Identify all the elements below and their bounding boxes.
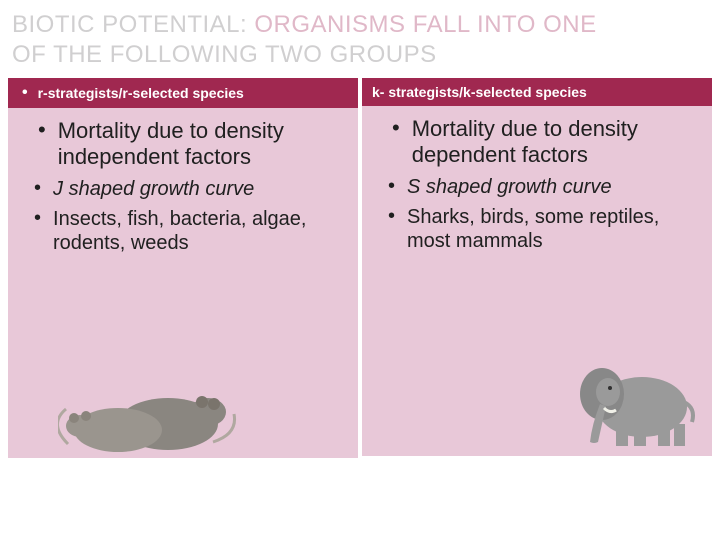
left-column-header: • r-strategists/r-selected species: [8, 78, 358, 108]
right-header-text: k- strategists/k-selected species: [372, 84, 587, 100]
slide-title: BIOTIC POTENTIAL: ORGANISMS FALL INTO ON…: [0, 0, 720, 78]
right-column: k- strategists/k-selected species • Mort…: [362, 78, 712, 458]
bullet-icon: •: [38, 118, 46, 171]
rats-illustration: [58, 364, 238, 454]
bullet-text: J shaped growth curve: [53, 177, 254, 201]
right-column-body: • Mortality due to density dependent fac…: [362, 106, 712, 456]
two-column-layout: • r-strategists/r-selected species • Mor…: [0, 78, 720, 458]
title-line1-plain: BIOTIC POTENTIAL:: [12, 11, 254, 38]
list-item: • J shaped growth curve: [20, 177, 346, 201]
bullet-text: Mortality due to density independent fac…: [58, 118, 346, 171]
bullet-icon: •: [388, 205, 395, 253]
header-bullet-icon: •: [22, 84, 28, 102]
left-column-body: • Mortality due to density independent f…: [8, 108, 358, 458]
bullet-icon: •: [388, 175, 395, 199]
right-column-header: k- strategists/k-selected species: [362, 78, 712, 106]
bullet-icon: •: [34, 207, 41, 255]
list-item: • Insects, fish, bacteria, algae, rodent…: [20, 207, 346, 255]
bullet-text: S shaped growth curve: [407, 175, 612, 199]
list-item: • Sharks, birds, some reptiles, most mam…: [374, 205, 700, 253]
title-line1-accent: ORGANISMS FALL INTO ONE: [254, 11, 596, 38]
bullet-icon: •: [392, 116, 400, 169]
bullet-text: Mortality due to density dependent facto…: [412, 116, 700, 169]
bullet-text: Insects, fish, bacteria, algae, rodents,…: [53, 207, 346, 255]
list-item: • Mortality due to density dependent fac…: [374, 116, 700, 169]
elephant-illustration: [572, 352, 702, 452]
list-item: • S shaped growth curve: [374, 175, 700, 199]
bullet-text: Sharks, birds, some reptiles, most mamma…: [407, 205, 700, 253]
bullet-icon: •: [34, 177, 41, 201]
title-line2: OF THE FOLLOWING TWO GROUPS: [12, 41, 437, 68]
list-item: • Mortality due to density independent f…: [20, 118, 346, 171]
left-header-text: r-strategists/r-selected species: [38, 85, 244, 101]
left-column: • r-strategists/r-selected species • Mor…: [8, 78, 358, 458]
